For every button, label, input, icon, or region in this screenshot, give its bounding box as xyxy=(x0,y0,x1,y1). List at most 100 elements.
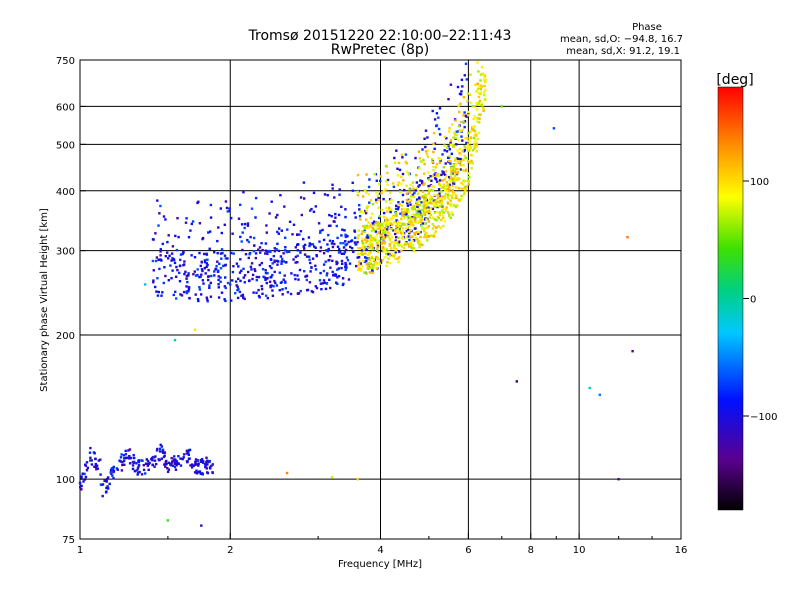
scatter-point xyxy=(318,279,322,282)
scatter-point xyxy=(440,218,443,222)
scatter-point xyxy=(431,197,434,201)
scatter-point xyxy=(425,205,428,208)
scatter-point xyxy=(434,166,438,169)
scatter-point xyxy=(464,156,467,160)
scatter-point xyxy=(406,201,409,205)
scatter-point xyxy=(398,189,402,192)
scatter-point xyxy=(390,247,393,250)
scatter-point xyxy=(441,209,444,212)
scatter-point xyxy=(460,129,463,133)
scatter-point xyxy=(458,147,461,151)
scatter-point xyxy=(458,177,461,180)
scatter-point xyxy=(430,185,434,188)
scatter-point xyxy=(224,299,227,303)
scatter-point xyxy=(378,215,381,218)
scatter-point xyxy=(205,467,208,470)
scatter-point xyxy=(437,188,441,191)
scatter-point xyxy=(431,174,435,178)
scatter-point xyxy=(207,231,210,234)
scatter-point xyxy=(419,212,422,215)
scatter-point xyxy=(341,283,345,287)
scatter-point xyxy=(382,241,385,244)
scatter-point xyxy=(170,277,173,280)
scatter-point xyxy=(366,205,370,208)
scatter-point xyxy=(427,235,431,238)
scatter-point xyxy=(392,216,395,219)
scatter-point xyxy=(388,233,391,236)
scatter-point xyxy=(449,216,452,219)
scatter-point xyxy=(253,244,256,247)
y-tick-label: 500 xyxy=(56,140,75,151)
scatter-point xyxy=(376,194,379,197)
scatter-point xyxy=(449,160,452,163)
scatter-point xyxy=(412,239,416,242)
scatter-point xyxy=(358,204,361,207)
scatter-point xyxy=(419,214,423,217)
scatter-point xyxy=(239,203,242,206)
scatter-point xyxy=(466,137,469,140)
scatter-point xyxy=(422,213,425,216)
scatter-point xyxy=(380,242,383,245)
scatter-point xyxy=(230,216,233,220)
scatter-point xyxy=(344,248,348,252)
y-tick-label: 100 xyxy=(56,475,75,486)
scatter-point xyxy=(483,90,486,94)
scatter-point xyxy=(185,217,188,220)
scatter-point xyxy=(263,276,267,279)
scatter-point xyxy=(484,80,487,84)
scatter-point xyxy=(454,157,457,160)
scatter-point xyxy=(187,449,190,453)
scatter-point xyxy=(470,127,474,130)
scatter-point xyxy=(367,243,370,246)
scatter-point xyxy=(456,204,459,207)
scatter-point xyxy=(208,247,211,250)
scatter-point xyxy=(439,195,442,198)
scatter-point xyxy=(446,200,449,204)
scatter-point xyxy=(382,215,386,219)
scatter-point xyxy=(395,149,398,152)
scatter-point xyxy=(344,263,347,266)
scatter-point xyxy=(264,249,268,252)
scatter-point xyxy=(331,240,335,243)
scatter-point xyxy=(452,193,455,197)
scatter-point xyxy=(427,206,430,209)
scatter-point xyxy=(261,292,264,295)
scatter-point xyxy=(469,161,472,165)
scatter-point xyxy=(251,273,255,277)
scatter-point xyxy=(443,135,447,138)
phase-title: Phase xyxy=(632,22,662,33)
scatter-point xyxy=(428,188,431,191)
scatter-point xyxy=(387,231,390,234)
scatter-point xyxy=(347,278,351,281)
scatter-point xyxy=(198,251,201,255)
scatter-point xyxy=(204,465,207,469)
scatter-point xyxy=(191,220,195,223)
scatter-point xyxy=(396,226,400,230)
scatter-point xyxy=(396,243,399,246)
scatter-point xyxy=(329,266,332,269)
scatter-point xyxy=(277,232,280,235)
scatter-point xyxy=(438,107,442,110)
scatter-point xyxy=(426,203,429,206)
scatter-point xyxy=(428,196,432,199)
scatter-point xyxy=(403,242,407,245)
scatter-point xyxy=(455,168,458,171)
scatter-point xyxy=(457,168,460,171)
scatter-point xyxy=(422,206,426,210)
scatter-point xyxy=(234,280,238,283)
scatter-point xyxy=(423,200,426,203)
scatter-point xyxy=(121,463,124,467)
scatter-point xyxy=(434,205,437,209)
scatter-point xyxy=(463,74,466,77)
scatter-point xyxy=(360,264,364,268)
scatter-point xyxy=(160,294,163,297)
scatter-point xyxy=(370,267,373,270)
scatter-point xyxy=(384,233,387,236)
scatter-point xyxy=(451,184,454,187)
scatter-point xyxy=(450,166,453,169)
scatter-point xyxy=(140,473,144,476)
scatter-point xyxy=(408,199,412,202)
scatter-point xyxy=(242,276,245,279)
scatter-point xyxy=(471,129,474,132)
scatter-point xyxy=(477,113,481,116)
